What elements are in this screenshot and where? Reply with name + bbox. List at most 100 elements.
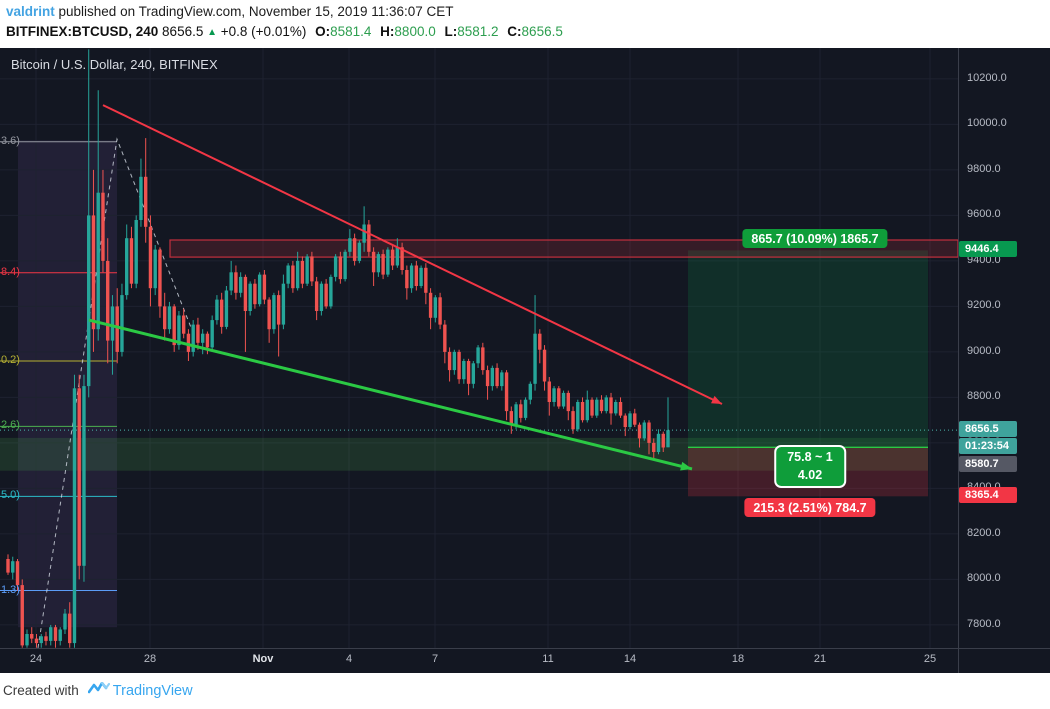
low-label: L:: [444, 24, 458, 39]
candle-body: [381, 254, 385, 275]
candle-body: [58, 629, 62, 641]
price-axis-label: 9000.0: [967, 344, 1001, 357]
last-price: 8656.5: [162, 24, 204, 39]
candle-body: [291, 265, 295, 289]
price-axis-label: 7800.0: [967, 617, 1001, 630]
downtrend-arrow-head: [711, 395, 722, 404]
fib-level-label: 5.0): [1, 489, 20, 502]
created-with-text: Created with: [3, 683, 79, 698]
candle-body: [609, 397, 613, 414]
candle-body: [623, 415, 627, 427]
rr-qty: 75.8 ~ 1: [787, 450, 833, 464]
chart-title: Bitcoin / U.S. Dollar, 240, BITFINEX: [11, 57, 218, 72]
candle-body: [557, 388, 561, 407]
candle-body: [314, 281, 319, 311]
candle-body: [633, 413, 637, 425]
candle-body: [15, 561, 20, 586]
time-axis-panel[interactable]: 24 28 Nov 4 7 11 14 18 21 25: [0, 648, 1050, 673]
candle-body: [357, 242, 362, 261]
fib-levels: [0, 141, 117, 591]
candle-body: [400, 247, 404, 270]
candle-body: [533, 333, 537, 384]
candle-body: [424, 267, 428, 293]
price-axis-panel[interactable]: 10200.0 10000.0 9800.0 9600.0 9400.0 9200.0 90…: [958, 48, 1050, 648]
candle-body: [409, 265, 414, 289]
candle-body: [495, 367, 499, 387]
price-axis-label: 9800.0: [967, 162, 1001, 175]
candle-body: [6, 559, 10, 573]
candle-body: [177, 315, 181, 346]
candle-body: [186, 333, 191, 352]
candle-body: [248, 283, 252, 311]
time-axis-label: 18: [731, 653, 745, 665]
candle-body: [257, 274, 262, 305]
price-axis-label: 10000.0: [967, 117, 1007, 130]
candle-body: [234, 272, 238, 293]
gridlines: [0, 48, 958, 648]
time-axis-label: 21: [813, 653, 827, 665]
profit-zone[interactable]: [688, 250, 928, 448]
time-axis-label: 24: [29, 653, 43, 665]
support-zone[interactable]: [0, 437, 928, 471]
candle-body: [452, 351, 457, 371]
candle-body: [447, 351, 452, 371]
price-tag-83654: 8365.4: [959, 487, 1017, 503]
price-chart-canvas[interactable]: [0, 48, 958, 648]
tradingview-link[interactable]: TradingView: [112, 682, 193, 699]
candle-body: [661, 433, 665, 448]
candle-body: [414, 265, 419, 286]
candle-body: [30, 634, 34, 639]
candle-body: [77, 388, 81, 566]
price-tag-85807: 8580.7: [959, 456, 1017, 472]
candle-body: [229, 272, 233, 291]
candle-body: [443, 324, 447, 352]
target-label[interactable]: 865.7 (10.09%) 1865.7: [742, 229, 888, 248]
downtrend-arrow-line[interactable]: [102, 104, 723, 405]
candle-body: [504, 372, 509, 412]
candle-body: [509, 411, 514, 425]
author-link[interactable]: valdrint: [6, 4, 55, 19]
close-label: C:: [507, 24, 522, 39]
candle-body: [91, 215, 96, 330]
candle-body: [580, 402, 585, 421]
candle-body: [490, 367, 495, 387]
candle-body: [125, 238, 129, 296]
candle-body: [39, 636, 43, 644]
candle-body: [433, 297, 438, 318]
candle-body: [500, 372, 504, 387]
candle-body: [286, 265, 290, 284]
candle-body: [542, 349, 547, 382]
time-axis-label: 11: [542, 653, 554, 665]
time-axis-label: 28: [143, 653, 157, 665]
stop-label[interactable]: 215.3 (2.51%) 784.7: [744, 498, 876, 517]
candle-body: [462, 361, 466, 380]
open-label: O:: [315, 24, 331, 39]
candle-body: [219, 299, 224, 327]
candle-body: [34, 638, 39, 644]
candle-body: [210, 320, 214, 348]
candle-body: [82, 386, 86, 566]
candle-body: [25, 634, 29, 646]
candle-body: [599, 399, 604, 412]
candle-body: [419, 267, 423, 286]
candle-body: [68, 613, 72, 644]
candle-body: [63, 613, 67, 630]
candle-body: [11, 561, 15, 573]
time-axis-label: 14: [623, 653, 637, 665]
dashed-pattern-line[interactable]: [37, 137, 193, 648]
candle-body: [281, 283, 286, 325]
support-arrow[interactable]: [88, 318, 693, 471]
risk-reward-label[interactable]: 75.8 ~ 1 4.02: [774, 445, 846, 488]
price-axis-label: 10200.0: [967, 71, 1007, 84]
downtrend-arrow[interactable]: [102, 104, 723, 405]
candle-body: [362, 224, 366, 243]
price-axis-label: 9200.0: [967, 299, 1001, 312]
candle-body: [139, 176, 143, 220]
candle-body: [390, 249, 395, 266]
support-arrow-line[interactable]: [88, 318, 693, 471]
candle-body: [386, 249, 390, 275]
candle-body: [348, 238, 352, 252]
candle-body: [181, 315, 186, 334]
chart-region[interactable]: Bitcoin / U.S. Dollar, 240, BITFINEX 3.6…: [0, 48, 1050, 673]
